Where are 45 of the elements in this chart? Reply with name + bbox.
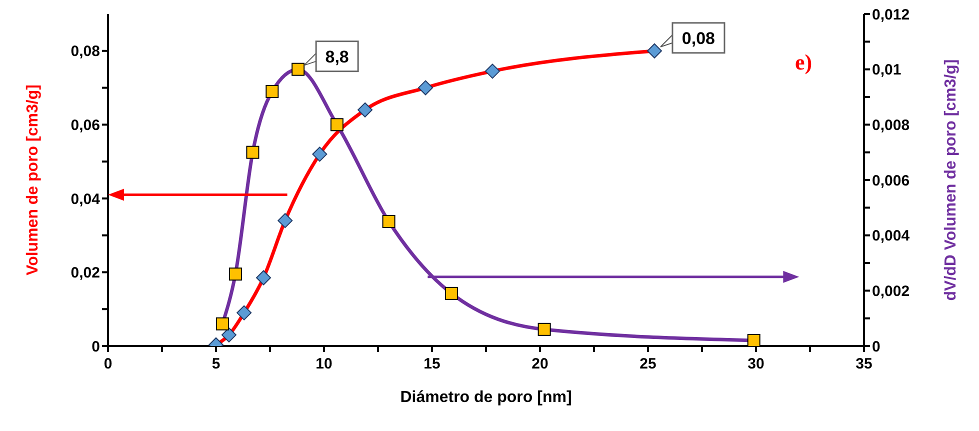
y2-tick-label: 0,01 [872, 62, 902, 79]
point [382, 215, 396, 228]
point [292, 62, 305, 76]
y-tick-label: 0,08 [70, 43, 100, 60]
point [330, 118, 344, 132]
x-tick-label: 5 [212, 356, 220, 373]
y2-axis-title: dV/dD Volumen de poro [cm3/g] [942, 59, 960, 301]
point [278, 213, 293, 228]
x-tick-label: 15 [424, 356, 440, 373]
y-tick-label: 0 [92, 338, 100, 356]
point [266, 84, 279, 98]
point [312, 146, 328, 162]
y-tick-label: 0,02 [70, 264, 100, 282]
y2-tick-label: 0,006 [872, 172, 910, 190]
y2-tick-label: 0 [872, 338, 880, 356]
x-tick-label: 35 [856, 356, 872, 373]
point [444, 286, 458, 300]
x-tick-label: 25 [640, 356, 656, 373]
y2-tick-label: 0,002 [872, 282, 910, 300]
point [236, 305, 252, 320]
point [538, 322, 551, 336]
y-tick-label: 0,04 [70, 190, 101, 208]
x-tick-label: 0 [104, 356, 112, 373]
y2-tick-label: 0,012 [872, 6, 910, 24]
point [221, 327, 236, 342]
y2-tick-label: 0,004 [872, 228, 910, 245]
point [246, 146, 260, 159]
annotation: e) [794, 49, 812, 74]
point [358, 102, 373, 118]
y-tick-label: 0,06 [70, 116, 100, 134]
x-tick-label: 30 [748, 356, 764, 373]
point [228, 268, 242, 281]
y-axis-title: Volumen de poro [cm3/g] [24, 84, 42, 276]
data-label: 0,08 [682, 28, 716, 48]
x-tick-label: 10 [316, 356, 332, 373]
point [418, 80, 434, 96]
annotation: 8,8 [325, 47, 349, 66]
x-tick-label: 20 [532, 356, 548, 373]
y2-tick-label: 0,008 [872, 116, 910, 134]
point [256, 270, 272, 286]
point [747, 334, 760, 346]
point [646, 43, 662, 58]
point [216, 317, 229, 330]
point [484, 64, 500, 79]
x-axis-title: Diámetro de poro [nm] [400, 389, 572, 406]
